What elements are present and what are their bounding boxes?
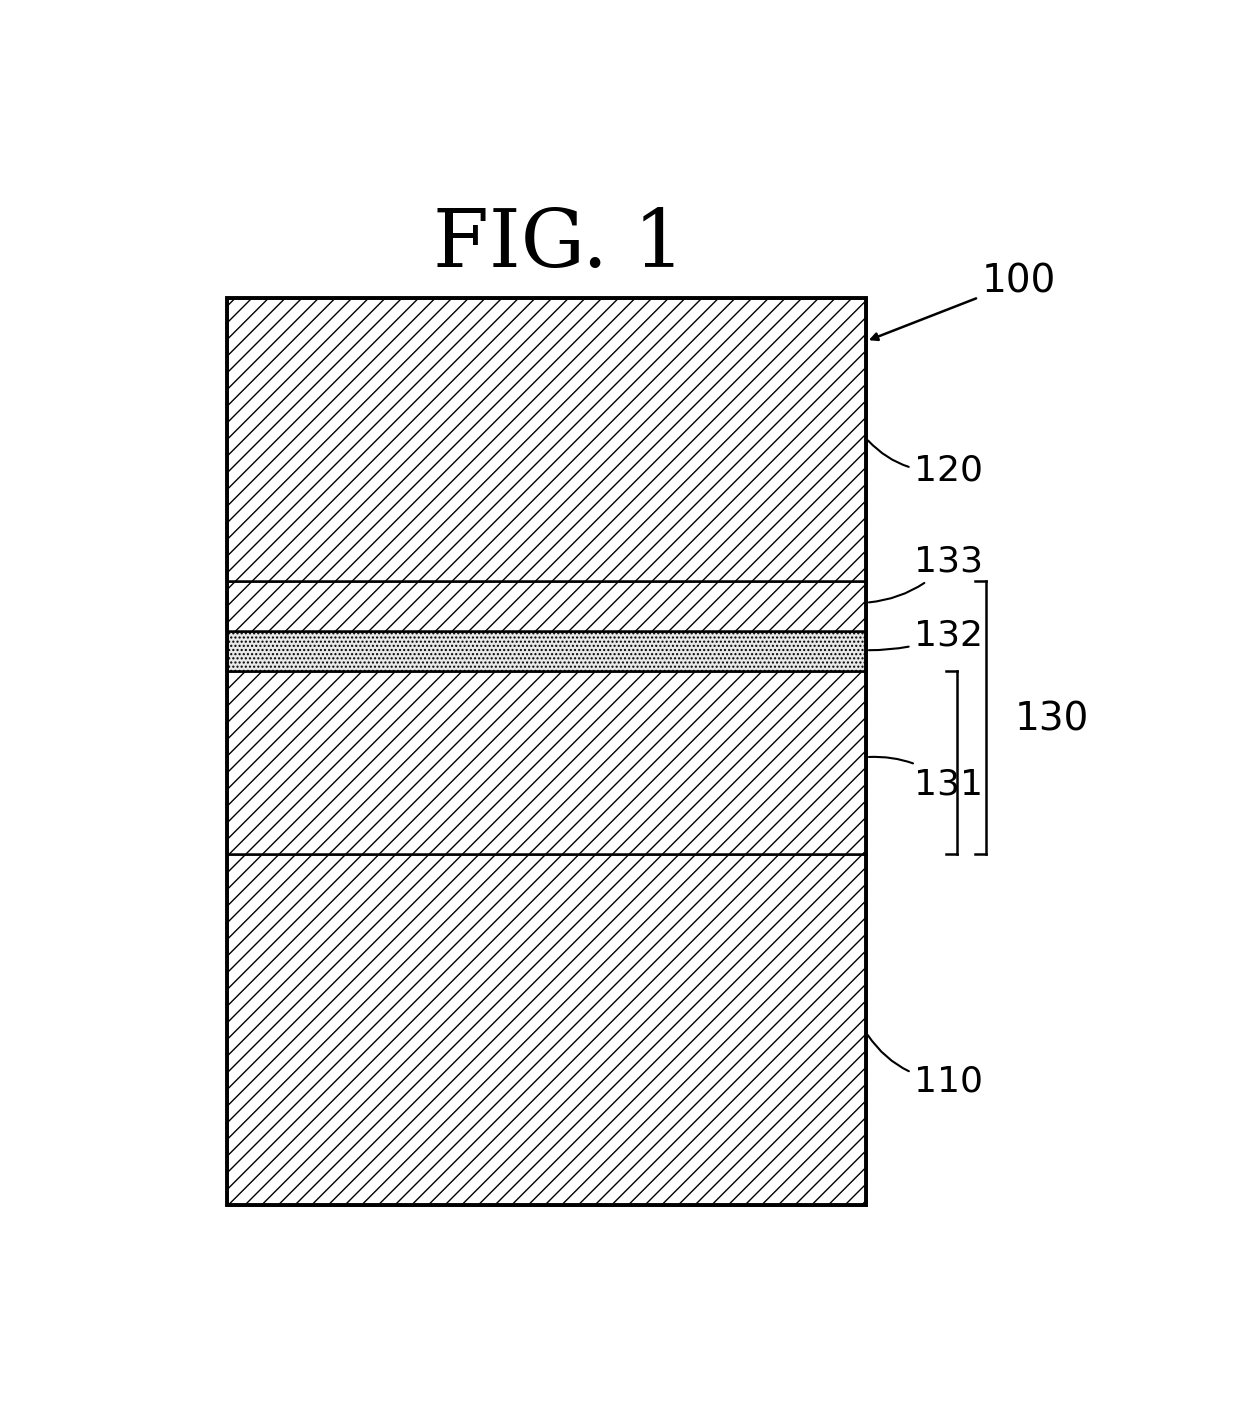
Text: 110: 110: [868, 1035, 983, 1099]
Bar: [227, 581, 867, 631]
Bar: [227, 854, 867, 1205]
Bar: [227, 671, 867, 854]
Text: 132: 132: [869, 619, 983, 652]
Text: 131: 131: [869, 756, 983, 801]
Text: FIG. 1: FIG. 1: [433, 206, 684, 285]
Text: 130: 130: [1016, 700, 1090, 738]
Bar: [227, 297, 867, 581]
Text: 100: 100: [872, 262, 1055, 340]
Bar: [227, 631, 867, 671]
Text: 120: 120: [868, 441, 983, 488]
Bar: [227, 297, 867, 1205]
Text: 133: 133: [869, 544, 983, 602]
